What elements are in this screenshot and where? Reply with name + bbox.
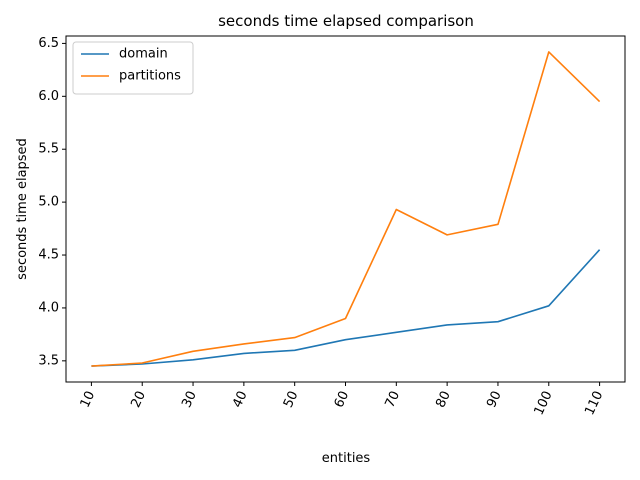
chart-title: seconds time elapsed comparison xyxy=(218,12,474,30)
legend-label-partitions: partitions xyxy=(119,69,181,84)
legend: domain partitions xyxy=(72,41,194,95)
y-tick-label: 6.0 xyxy=(38,89,59,104)
y-tick-label: 4.5 xyxy=(38,248,59,263)
x-tick-label: 70 xyxy=(383,389,404,410)
x-tick-label: 40 xyxy=(230,389,251,410)
y-tick-label: 5.5 xyxy=(38,142,59,157)
series-line-partitions xyxy=(91,51,601,367)
y-tick-label: 4.0 xyxy=(38,300,59,315)
plot-lines xyxy=(91,51,601,367)
x-tick-label: 10 xyxy=(78,389,99,410)
x-axis-label: entities xyxy=(322,451,371,466)
y-tick-label: 5.0 xyxy=(38,195,59,210)
y-axis-label: seconds time elapsed xyxy=(15,138,30,280)
x-tick-label: 60 xyxy=(332,389,353,410)
y-axis: 3.5 4.0 4.5 5.0 5.5 6.0 6.5 xyxy=(38,36,66,368)
x-axis: 10 20 30 40 50 60 70 80 90 100 110 xyxy=(78,382,606,418)
y-tick-label: 6.5 xyxy=(38,36,59,51)
x-tick-label: 20 xyxy=(128,389,149,410)
x-tick-label: 30 xyxy=(179,389,200,410)
y-tick-label: 3.5 xyxy=(38,353,59,368)
series-line-domain xyxy=(91,249,601,367)
legend-box xyxy=(72,41,194,95)
legend-label-domain: domain xyxy=(119,47,168,62)
x-tick-label: 80 xyxy=(433,389,454,410)
x-tick-label: 50 xyxy=(281,389,302,410)
x-tick-label: 90 xyxy=(484,389,505,410)
